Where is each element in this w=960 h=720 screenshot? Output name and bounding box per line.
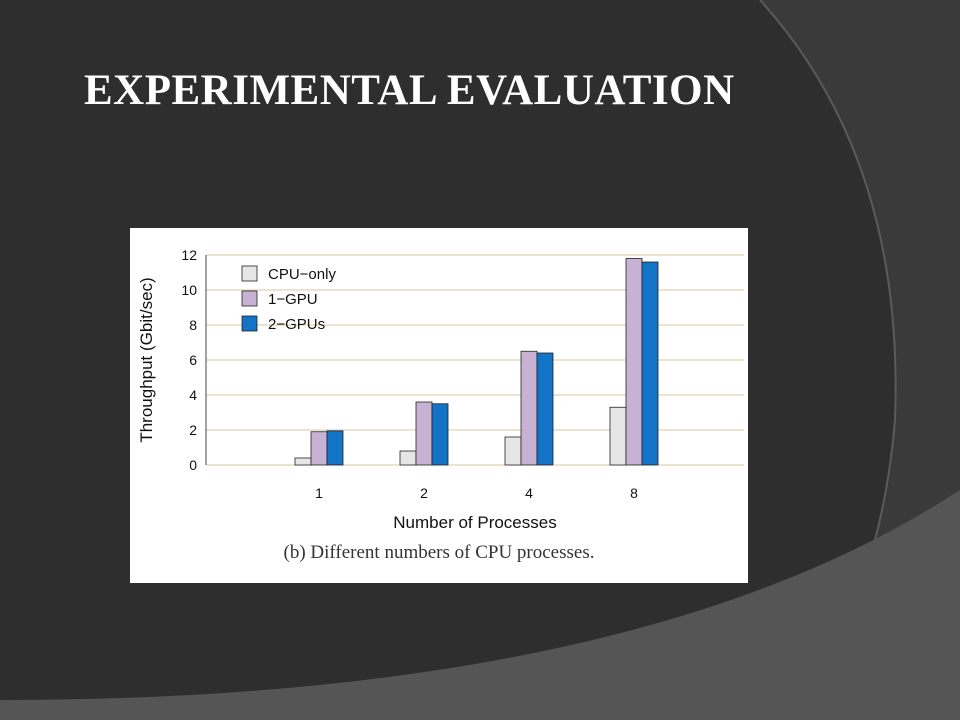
y-tick-label: 10	[181, 282, 197, 298]
bar	[641, 261, 659, 466]
y-tick-label: 0	[189, 457, 197, 473]
x-tick-label: 2	[420, 485, 428, 501]
y-axis-title: Throughput (Gbit/sec)	[137, 277, 156, 442]
legend-swatch	[241, 265, 258, 282]
x-tick-label: 4	[525, 485, 533, 501]
background-wedge-light	[0, 490, 960, 720]
legend-label: 2−GPUs	[268, 316, 325, 333]
legend-swatch	[241, 315, 258, 332]
y-tick-label: 4	[189, 387, 197, 403]
bar	[431, 403, 449, 466]
figure-panel: 0 2 4 6 8 10 12 1 2 4 8 Number of Processes Throughp…	[130, 228, 748, 583]
y-tick-label: 8	[189, 317, 197, 333]
legend-label: 1−GPU	[268, 291, 318, 308]
x-axis-title: Number of Processes	[393, 513, 556, 532]
figure-caption: (b) Different numbers of CPU processes.	[283, 542, 595, 563]
bar	[294, 457, 312, 466]
bar	[625, 258, 643, 466]
bar	[310, 431, 328, 466]
y-tick-label: 12	[181, 247, 197, 263]
legend-label: CPU−only	[268, 266, 336, 283]
bar	[399, 450, 417, 466]
bar	[609, 406, 627, 466]
slide-title: EXPERIMENTAL EVALUATION	[84, 67, 735, 114]
bar	[504, 436, 522, 466]
legend-swatch	[241, 290, 258, 307]
bar	[415, 401, 433, 466]
x-tick-label: 8	[630, 485, 638, 501]
bar	[520, 350, 538, 466]
y-tick-label: 2	[189, 422, 197, 438]
x-tick-label: 1	[315, 485, 323, 501]
bar	[536, 352, 554, 466]
bar	[326, 430, 344, 466]
y-tick-label: 6	[189, 352, 197, 368]
